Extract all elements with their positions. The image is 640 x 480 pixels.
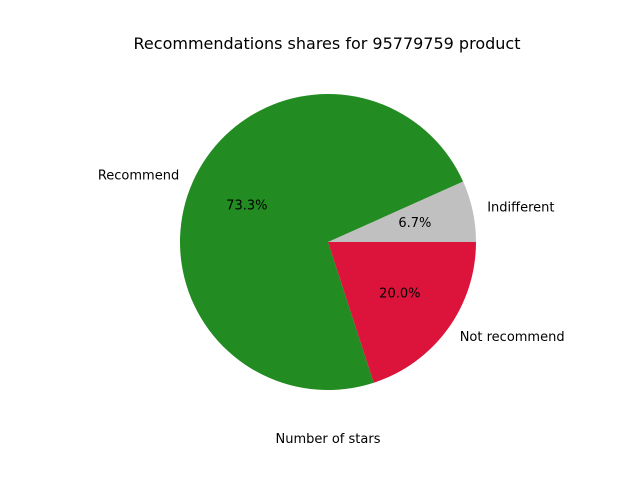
pie-slice-indifferent bbox=[328, 181, 476, 242]
slice-label-not-recommend: Not recommend bbox=[460, 330, 565, 345]
slice-label-indifferent: Indifferent bbox=[487, 200, 554, 215]
slice-label-recommend: Recommend bbox=[98, 168, 179, 183]
pie-slices bbox=[180, 94, 476, 390]
pie-labels: Indifferent 6.7% Recommend 73.3% Not recomme… bbox=[98, 168, 565, 345]
slice-percent-indifferent: 6.7% bbox=[398, 216, 431, 231]
slice-percent-not-recommend: 20.0% bbox=[379, 287, 420, 302]
pie-slice-not-recommend bbox=[328, 242, 476, 383]
chart-title: Recommendations shares for 95779759 prod… bbox=[134, 34, 521, 53]
x-axis-label: Number of stars bbox=[276, 432, 381, 447]
slice-percent-recommend: 73.3% bbox=[226, 198, 267, 213]
pie-slice-recommend bbox=[180, 94, 464, 390]
